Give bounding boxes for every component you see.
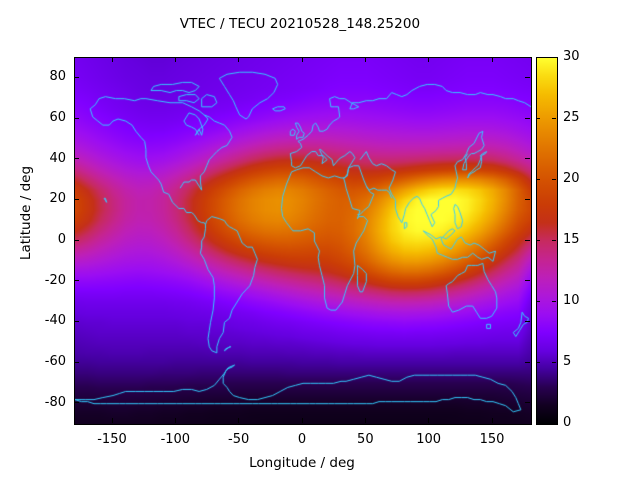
y-tickmark-inner — [525, 117, 530, 119]
y-tickmark-inner — [525, 402, 530, 404]
x-tickmark-top — [491, 57, 493, 62]
colorbar-tick-label: 5 — [563, 354, 572, 369]
x-tick-label: 0 — [297, 432, 307, 447]
y-tickmark-inner — [525, 320, 530, 322]
colorbar-tickmark-right — [552, 178, 556, 180]
x-tickmark-top — [174, 57, 176, 62]
colorbar-tick-label: 25 — [563, 110, 580, 125]
heatmap-plot-area — [74, 57, 532, 425]
x-tickmark-top — [364, 57, 366, 62]
colorbar-gradient — [537, 58, 557, 424]
y-tick-label: -20 — [44, 272, 66, 288]
x-tick-label: 150 — [479, 432, 505, 447]
y-tickmark-inner — [525, 198, 530, 200]
colorbar-tickmark — [536, 117, 540, 119]
x-tickmark-top — [238, 57, 240, 62]
y-tick-label: -40 — [44, 313, 66, 329]
colorbar-tick-label: 10 — [563, 293, 580, 308]
y-tickmark — [74, 280, 79, 282]
y-tickmark — [74, 198, 79, 200]
y-tick-label: -60 — [44, 354, 66, 369]
y-tickmark — [74, 320, 79, 322]
y-tick-label: 80 — [49, 69, 66, 85]
colorbar-tickmark — [536, 239, 540, 241]
x-tickmark — [491, 418, 493, 423]
y-tickmark-inner — [525, 361, 530, 363]
y-tick-label: 60 — [49, 110, 66, 125]
colorbar-tick-label: 15 — [563, 232, 580, 247]
x-tick-label: -50 — [228, 432, 250, 447]
x-tickmark-top — [301, 57, 303, 62]
colorbar — [536, 57, 558, 425]
y-tickmark-inner — [525, 76, 530, 78]
y-tick-label: 40 — [49, 150, 66, 166]
colorbar-tickmark — [536, 300, 540, 302]
colorbar-tick-label: 0 — [563, 415, 572, 430]
x-tickmark-top — [428, 57, 430, 62]
coastline-overlay-canvas — [75, 58, 531, 424]
colorbar-tickmark-right — [552, 361, 556, 363]
y-tick-label: 0 — [57, 232, 66, 247]
x-tickmark — [428, 418, 430, 423]
x-axis-label: Longitude / deg — [249, 455, 355, 471]
y-tickmark — [74, 361, 79, 363]
y-tickmark — [74, 76, 79, 78]
x-tickmark-top — [111, 57, 113, 62]
x-tick-label: 100 — [416, 432, 442, 447]
y-tickmark — [74, 158, 79, 160]
x-tick-label: -100 — [160, 432, 191, 447]
y-tick-label: 20 — [49, 191, 66, 207]
x-tick-label: 50 — [357, 432, 374, 447]
y-tickmark — [74, 117, 79, 119]
colorbar-tickmark-right — [552, 117, 556, 119]
x-tickmark — [364, 418, 366, 423]
x-tickmark — [174, 418, 176, 423]
page-title: VTEC / TECU 20210528_148.25200 — [179, 16, 421, 32]
y-tick-label: -80 — [44, 394, 66, 410]
colorbar-tickmark-right — [552, 239, 556, 241]
x-tickmark — [238, 418, 240, 423]
x-tickmark — [111, 418, 113, 423]
colorbar-tickmark-right — [552, 300, 556, 302]
y-tickmark — [74, 402, 79, 404]
y-tickmark-inner — [525, 239, 530, 241]
colorbar-tick-label: 30 — [563, 49, 580, 64]
x-tick-label: -150 — [97, 432, 127, 447]
y-tickmark — [74, 239, 79, 241]
colorbar-tick-label: 20 — [563, 171, 580, 186]
x-tickmark — [301, 418, 303, 423]
y-tickmark-inner — [525, 158, 530, 160]
colorbar-tickmark — [536, 361, 540, 363]
colorbar-tickmark — [536, 178, 540, 180]
y-tickmark-inner — [525, 280, 530, 282]
